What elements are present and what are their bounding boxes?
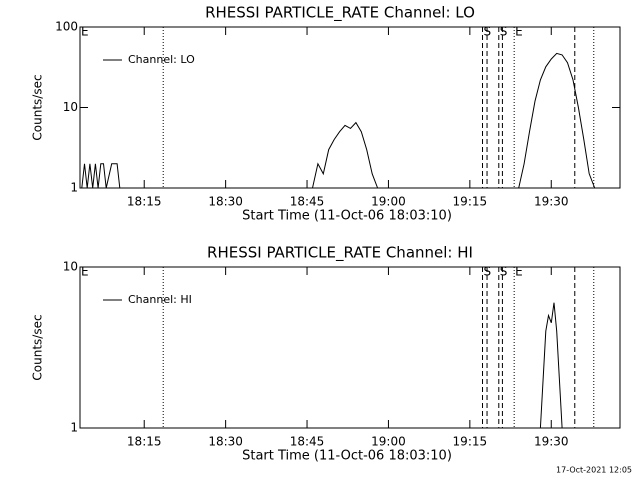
footer: 17-Oct-2021 12:05 [556,466,632,475]
x-tick-label: 18:45 [290,195,325,209]
legend-label: Channel: LO [128,53,195,66]
y-axis-label: Counts/sec [31,74,45,140]
y-tick-label: 100 [55,20,78,34]
y-tick-label: 1 [70,421,78,435]
plot-frame [79,266,621,429]
marker-label: E [515,25,523,39]
annotation: E [81,25,89,39]
x-tick-label: 18:15 [127,435,162,449]
x-tick-label: 19:30 [534,435,569,449]
x-tick-label: 19:30 [534,195,569,209]
chart-title: RHESSI PARTICLE_RATE Channel: HI [207,244,473,263]
data-line [81,52,596,189]
x-tick-label: 18:45 [290,435,325,449]
y-tick-label: 1 [70,181,78,195]
marker-label: S [500,265,508,279]
data-line [539,302,563,429]
x-tick-label: 19:15 [453,435,488,449]
x-axis-label: Start Time (11-Oct-06 18:03:10) [242,449,452,464]
plot-frame [79,26,621,189]
marker-label: E [515,265,523,279]
x-tick-label: 18:30 [208,435,243,449]
x-axis-label: Start Time (11-Oct-06 18:03:10) [242,209,452,224]
y-axis-label: Counts/sec [31,314,45,380]
x-tick-label: 19:00 [371,435,406,449]
marker-label: S [500,25,508,39]
y-tick-label: 10 [63,100,78,114]
x-tick-label: 18:15 [127,195,162,209]
x-tick-label: 18:30 [208,195,243,209]
x-tick-label: 19:00 [371,195,406,209]
x-tick-label: 19:15 [453,195,488,209]
legend-label: Channel: HI [128,293,192,306]
chart-title: RHESSI PARTICLE_RATE Channel: LO [205,4,475,23]
y-tick-label: 10 [63,260,78,274]
annotation: E [81,265,89,279]
